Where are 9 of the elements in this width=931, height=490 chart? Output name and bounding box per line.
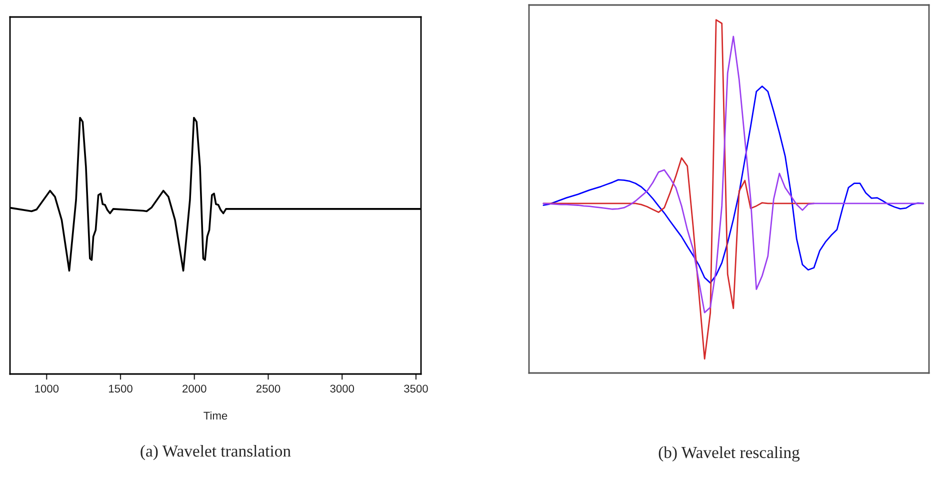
x-tick-label: 2000 xyxy=(182,384,206,393)
x-tick-label: 2500 xyxy=(256,384,280,393)
x-tick-label: 3000 xyxy=(330,384,354,393)
x-tick-label: 3500 xyxy=(404,384,428,393)
text: (a) Wavelet translation xyxy=(140,444,291,460)
x-tick-label: 1000 xyxy=(35,384,59,393)
x-tick-label: 1500 xyxy=(108,384,132,393)
x-axis-title: Time xyxy=(204,411,228,420)
text: (b) Wavelet rescaling xyxy=(658,446,800,462)
